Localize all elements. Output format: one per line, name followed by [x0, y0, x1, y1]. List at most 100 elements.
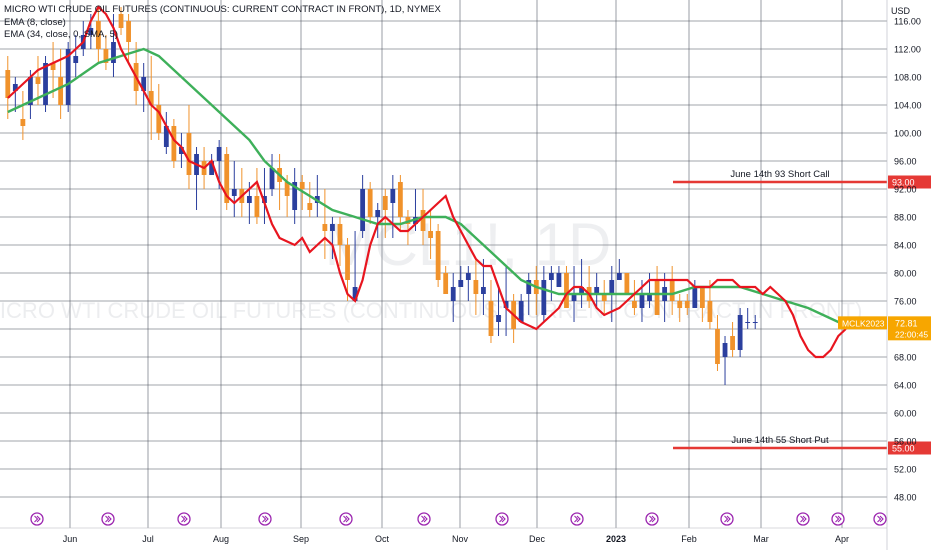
candle: [337, 217, 343, 266]
candle-body: [375, 210, 381, 217]
candle: [103, 35, 109, 70]
event-icon[interactable]: [831, 512, 845, 526]
event-icon[interactable]: [417, 512, 431, 526]
candle: [624, 273, 630, 294]
event-icon[interactable]: [30, 512, 44, 526]
candle: [669, 266, 675, 315]
event-icon[interactable]: [258, 512, 272, 526]
candle-body: [103, 49, 109, 63]
candle-body: [156, 105, 162, 133]
event-icon[interactable]: [101, 512, 115, 526]
candle: [224, 147, 230, 210]
candle: [684, 294, 690, 315]
candle: [352, 231, 358, 301]
candle: [322, 189, 328, 259]
candle: [254, 168, 260, 224]
annotation-price-label: 93.00: [892, 178, 915, 188]
y-tick-label: 80.00: [894, 269, 917, 279]
candle: [481, 259, 486, 315]
x-tick-label: 2023: [606, 534, 626, 544]
candle-body: [224, 154, 230, 203]
event-icon[interactable]: [339, 512, 353, 526]
annotations: June 14th 93 Short Call 93.00 June 14th 55…: [673, 169, 931, 455]
legend-ema8: EMA (8, close): [4, 16, 66, 28]
candle-body: [571, 294, 577, 301]
candle: [616, 259, 622, 280]
event-icon[interactable]: [177, 512, 191, 526]
event-icon[interactable]: [873, 512, 887, 526]
candle: [360, 175, 366, 238]
y-tick-label: 84.00: [894, 241, 917, 251]
candle: [601, 280, 607, 315]
event-icons[interactable]: [30, 512, 887, 526]
candle: [745, 308, 751, 329]
candle-body: [299, 182, 305, 189]
candle: [330, 217, 335, 259]
event-icon[interactable]: [570, 512, 584, 526]
event-icon-glyph: [34, 515, 41, 523]
short-call-annotation: June 14th 93 Short Call 93.00: [673, 169, 931, 189]
candle-body: [541, 280, 547, 315]
event-icon[interactable]: [645, 512, 659, 526]
candle-body: [443, 273, 449, 294]
candle: [95, 7, 101, 63]
event-icon[interactable]: [720, 512, 734, 526]
candle-body: [254, 196, 260, 217]
annotation-price-box: [888, 175, 931, 189]
candle-body: [722, 343, 728, 357]
y-tick-label: 52.00: [894, 465, 917, 475]
candle-body: [730, 336, 735, 350]
candle-body: [745, 322, 751, 323]
currency-label: USD: [891, 6, 911, 16]
candle-body: [269, 168, 275, 189]
x-tick-label: Apr: [835, 534, 849, 544]
candle-body: [58, 77, 64, 105]
candle-body: [677, 301, 683, 308]
candle-body: [647, 294, 652, 301]
candle-body: [609, 280, 615, 294]
event-icon[interactable]: [796, 512, 810, 526]
candle-body: [420, 210, 426, 231]
candle: [50, 42, 56, 98]
candle: [163, 112, 169, 154]
candle-body: [35, 77, 41, 84]
candle: [292, 168, 298, 224]
candle-body: [246, 196, 252, 203]
candle: [654, 266, 660, 315]
price-tag-countdown: 22:00:45: [895, 329, 928, 339]
x-tick-label: Nov: [452, 534, 469, 544]
event-icon[interactable]: [495, 512, 509, 526]
candle-body: [307, 203, 313, 210]
y-tick-label: 108.00: [894, 73, 922, 83]
candle-body: [632, 301, 637, 308]
candle: [231, 161, 237, 217]
candle: [450, 273, 456, 322]
candle-body: [95, 21, 101, 49]
candle: [73, 35, 79, 77]
candle-body: [669, 280, 675, 301]
candle-body: [715, 329, 720, 364]
candle-body: [692, 287, 698, 308]
x-tick-label: Jul: [142, 534, 154, 544]
candle: [564, 266, 569, 308]
candle: [397, 175, 403, 231]
event-icon-glyph: [574, 515, 581, 523]
candle-body: [292, 182, 298, 210]
event-icon-glyph: [262, 515, 269, 523]
x-tick-label: Dec: [529, 534, 546, 544]
candle-body: [594, 287, 600, 294]
annotation-price-label: 55.00: [892, 444, 915, 454]
ema-34-line: [7, 47, 846, 324]
candle: [503, 266, 509, 336]
candle-body: [616, 273, 622, 280]
candle-body: [458, 280, 464, 287]
event-icon-glyph: [649, 515, 656, 523]
candle-body: [601, 294, 607, 301]
candle: [715, 315, 720, 371]
candle-body: [518, 301, 524, 322]
candle-body: [65, 49, 71, 105]
candle: [556, 266, 562, 287]
candle: [179, 133, 184, 168]
